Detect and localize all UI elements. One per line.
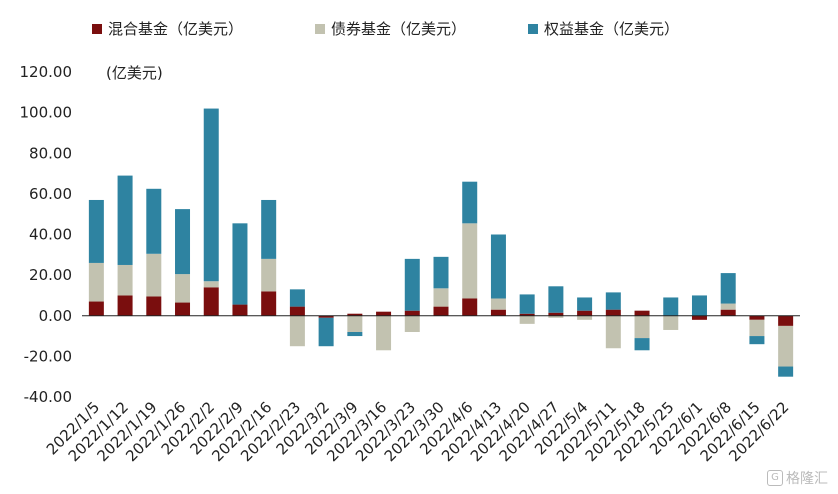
bar-segment-equity [548,286,564,313]
bar-segment-mixed [490,309,506,316]
bar-segment-equity [146,188,162,254]
bar-segment-mixed [605,309,621,316]
bar-segment-mixed [433,306,449,316]
bar-segment-mixed [376,311,392,316]
bar-segment-equity [117,175,133,265]
bar-segment-mixed [720,309,736,316]
bar-segment-equity [720,273,736,304]
bar-segment-mixed [261,291,277,316]
y-tick-label: -20.00 [24,347,72,365]
watermark-text: 格隆汇 [786,471,828,487]
y-tick-label: 0.00 [39,307,72,325]
y-tick-label: 60.00 [29,185,72,203]
bar-segment-mixed [203,287,219,316]
bar-segment-mixed [289,306,305,316]
bar-segment-mixed [749,315,765,320]
bar-segment-equity [634,338,650,351]
bar-segment-equity [577,297,593,311]
bar-segment-bond [663,315,679,330]
bar-segment-mixed [347,313,363,316]
bar-segment-mixed [232,304,248,316]
bar-segment-equity [203,108,219,282]
bar-segment-equity [778,366,794,377]
bar-segment-mixed [88,301,104,316]
bar-segment-mixed [404,310,420,316]
watermark: G 格隆汇 [767,468,828,488]
y-tick-label: 40.00 [29,226,72,244]
bar-segment-equity [261,199,277,259]
bar-segment-equity [289,289,305,307]
legend-item-mixed: 混合基金（亿美元） [92,18,243,39]
bar-segment-bond [175,274,191,303]
bar-segment-mixed [175,302,191,316]
legend-swatch-mixed [92,23,102,34]
bar-segment-bond [778,325,794,367]
bar-segment-equity [462,181,478,224]
bar-segment-equity [404,258,420,311]
bar-segment-equity [318,317,334,347]
chart-legend: 混合基金（亿美元） 债券基金（亿美元） 权益基金（亿美元） [0,18,838,42]
bar-segment-mixed [117,295,133,316]
bar-segment-bond [577,315,593,320]
bar-segment-bond [749,319,765,337]
bar-segment-equity [433,256,449,289]
bar-segment-bond [433,288,449,307]
legend-label-bond: 债券基金（亿美元） [331,20,467,38]
bar-segment-equity [519,294,535,314]
y-axis-unit-label: (亿美元) [106,64,163,82]
bar-segment-bond [376,315,392,351]
bar-segment-bond [146,253,162,297]
legend-label-equity: 权益基金（亿美元） [544,20,680,38]
bar-segment-bond [203,281,219,288]
bar-segment-mixed [146,296,162,316]
bar-segment-bond [605,315,621,349]
bar-segment-equity [691,295,707,316]
bar-segment-bond [462,223,478,299]
bar-segment-mixed [691,315,707,320]
bar-segment-bond [720,303,736,310]
bar-segment-mixed [318,315,334,318]
bar-segment-bond [117,264,133,296]
y-tick-label: -40.00 [24,388,72,406]
bar-segment-bond [490,298,506,310]
bar-segment-bond [519,315,535,324]
bar-segment-mixed [519,313,535,316]
bar-segment-equity [347,332,363,337]
legend-item-equity: 权益基金（亿美元） [528,18,679,39]
watermark-logo-icon: G [767,470,783,486]
legend-item-bond: 债券基金（亿美元） [315,18,466,39]
bar-segment-bond [289,315,305,347]
bar-segment-mixed [778,315,794,326]
legend-label-mixed: 混合基金（亿美元） [108,20,244,38]
legend-swatch-equity [528,23,538,34]
bar-segment-bond [548,315,564,318]
bar-segment-equity [88,199,104,263]
bar-segment-bond [404,315,420,332]
bar-segment-equity [605,292,621,310]
y-tick-label: 120.00 [20,63,73,81]
bar-segment-mixed [462,298,478,316]
bar-segment-bond [634,315,650,339]
bar-segment-bond [347,315,363,332]
bar-segment-mixed [634,310,650,316]
bar-segment-equity [175,209,191,275]
y-tick-label: 100.00 [20,104,73,122]
bar-segment-mixed [548,312,564,316]
bar-segment-mixed [577,310,593,316]
legend-swatch-bond [315,23,325,34]
bar-segment-bond [88,262,104,302]
bar-segment-bond [261,258,277,292]
bar-segment-equity [490,234,506,299]
y-tick-label: 80.00 [29,144,72,162]
bar-segment-equity [232,223,248,305]
bar-segment-equity [663,297,679,316]
y-tick-label: 20.00 [29,266,72,284]
bar-segment-equity [749,336,765,345]
